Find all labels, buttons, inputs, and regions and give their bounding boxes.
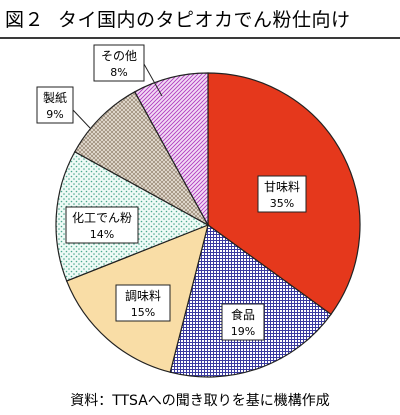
slice-label-5: その他 [101, 49, 137, 63]
slice-value-0: 35% [270, 197, 294, 210]
slice-value-1: 19% [231, 325, 255, 338]
slice-value-5: 8% [110, 66, 127, 79]
pie-slice-5 [133, 72, 209, 226]
figure-title-text: タイ国内のタピオカでん粉仕向け [58, 9, 351, 31]
leader-line-5 [143, 63, 163, 97]
title-divider [0, 37, 400, 39]
source-note: 資料：TTSAへの聞き取りを基に機構作成 [70, 393, 330, 409]
slice-label-4: 製紙 [43, 90, 67, 105]
slice-label-2: 調味料 [125, 289, 161, 303]
slice-label-box-1 [221, 303, 265, 341]
slice-label-0: 甘味料 [264, 180, 300, 194]
slice-label-3: 化工でん粉 [72, 211, 132, 225]
chart-title: 図２ タイ国内のタピオカでん粉仕向け [5, 5, 351, 32]
pie-chart: 甘味料 35% 食品 19% 調味料 15% 化工でん粉 14% 製紙 9% その他 8% [36, 44, 361, 378]
slice-label-box-3 [65, 206, 139, 244]
slice-value-3: 14% [90, 228, 114, 241]
slice-label-box-0 [257, 175, 307, 213]
leader-line-4 [72, 109, 91, 129]
slice-label-1: 食品 [231, 307, 255, 322]
pie-slice-4 [73, 90, 210, 227]
slice-label-box-4 [36, 86, 74, 124]
slice-label-box-2 [115, 284, 171, 322]
pie-slice-1 [169, 223, 332, 378]
slice-label-box-5 [93, 44, 145, 82]
slice-value-2: 15% [131, 306, 155, 319]
slice-value-4: 9% [46, 108, 63, 121]
figure-number: 図２ [5, 9, 45, 31]
